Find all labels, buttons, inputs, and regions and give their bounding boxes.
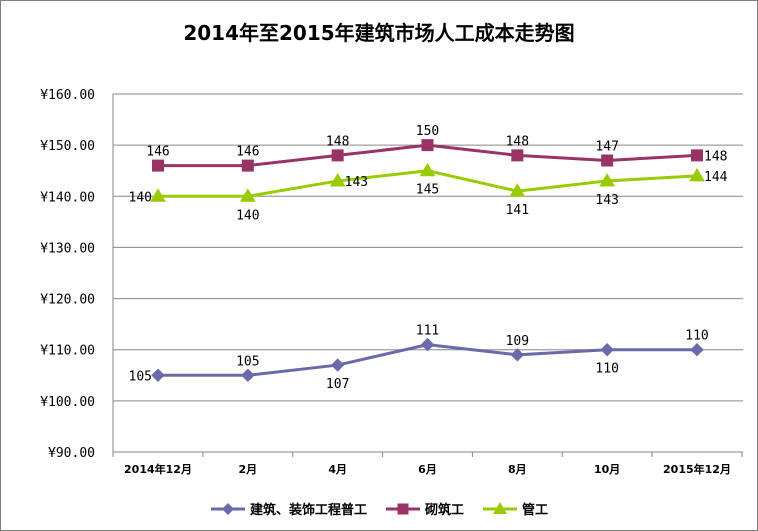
- data-point-marker: [510, 348, 525, 362]
- y-tick-label: ¥90.00: [48, 446, 95, 461]
- data-label: 140: [129, 190, 152, 205]
- legend-label: 砌筑工: [424, 503, 464, 518]
- data-point-marker: [690, 343, 704, 357]
- data-point-marker: [152, 159, 164, 172]
- legend-item: 管工: [482, 499, 548, 518]
- x-tick-label: 2015年12月: [663, 462, 731, 476]
- y-tick-label: ¥100.00: [40, 395, 95, 410]
- data-label: 143: [595, 193, 618, 208]
- data-label: 146: [146, 145, 169, 160]
- y-tick-label: ¥120.00: [40, 293, 95, 308]
- data-label: 145: [416, 183, 439, 198]
- y-tick-label: ¥150.00: [40, 139, 95, 154]
- chart-title: 2014年至2015年建筑市场人工成本走势图: [183, 21, 575, 45]
- legend-item: 建筑、装饰工程普工: [210, 499, 367, 518]
- data-label: 105: [129, 369, 152, 384]
- data-point-marker: [691, 149, 703, 162]
- data-point-marker: [420, 337, 435, 352]
- data-point-marker: [239, 188, 256, 202]
- x-tick-label: 4月: [328, 463, 347, 476]
- data-point-marker: [329, 172, 346, 187]
- legend-swatch: [385, 503, 420, 514]
- x-tick-label: 8月: [508, 463, 527, 476]
- legend-label: 建筑、装饰工程普工: [249, 503, 367, 518]
- x-tick-label: 6月: [418, 463, 437, 476]
- data-point-marker: [511, 149, 524, 162]
- data-point-marker: [509, 183, 526, 197]
- data-label: 148: [704, 149, 727, 164]
- data-point-marker: [151, 368, 165, 382]
- data-point-marker: [600, 343, 614, 357]
- data-point-marker: [241, 368, 255, 382]
- data-point-marker: [150, 188, 166, 202]
- data-label: 140: [236, 208, 259, 223]
- data-point-marker: [421, 139, 434, 152]
- legend-label: 管工: [522, 503, 549, 518]
- data-point-marker: [599, 172, 616, 187]
- data-label: 150: [416, 124, 439, 139]
- y-tick-label: ¥160.00: [40, 88, 95, 103]
- data-label: 111: [416, 324, 439, 339]
- data-point-marker: [330, 358, 345, 372]
- data-label: 143: [345, 175, 368, 190]
- data-label: 147: [595, 139, 618, 154]
- data-label: 146: [236, 145, 259, 160]
- data-label: 107: [326, 377, 349, 392]
- legend-swatch: [210, 502, 245, 515]
- data-label: 148: [506, 134, 529, 149]
- x-tick-label: 2月: [239, 463, 258, 476]
- data-point-marker: [241, 159, 254, 172]
- x-tick-label: 10月: [594, 463, 620, 476]
- x-tick-label: 2014年12月: [124, 462, 192, 476]
- data-point-marker: [419, 162, 436, 177]
- data-label: 141: [506, 203, 529, 218]
- data-point-marker: [331, 149, 344, 162]
- y-tick-label: ¥140.00: [40, 190, 95, 205]
- legend-item: 砌筑工: [385, 499, 464, 518]
- data-label: 109: [506, 334, 529, 349]
- y-tick-label: ¥110.00: [40, 344, 95, 359]
- data-label: 144: [704, 170, 728, 185]
- data-point-marker: [689, 167, 705, 182]
- y-tick-label: ¥130.00: [40, 241, 95, 256]
- chart-legend: 建筑、装饰工程普工 砌筑工 管工: [1, 499, 757, 518]
- data-label: 148: [326, 134, 349, 149]
- data-label: 105: [236, 354, 259, 369]
- data-label: 110: [595, 362, 618, 377]
- data-point-marker: [601, 154, 614, 167]
- data-label: 110: [685, 329, 708, 344]
- legend-swatch: [483, 501, 517, 514]
